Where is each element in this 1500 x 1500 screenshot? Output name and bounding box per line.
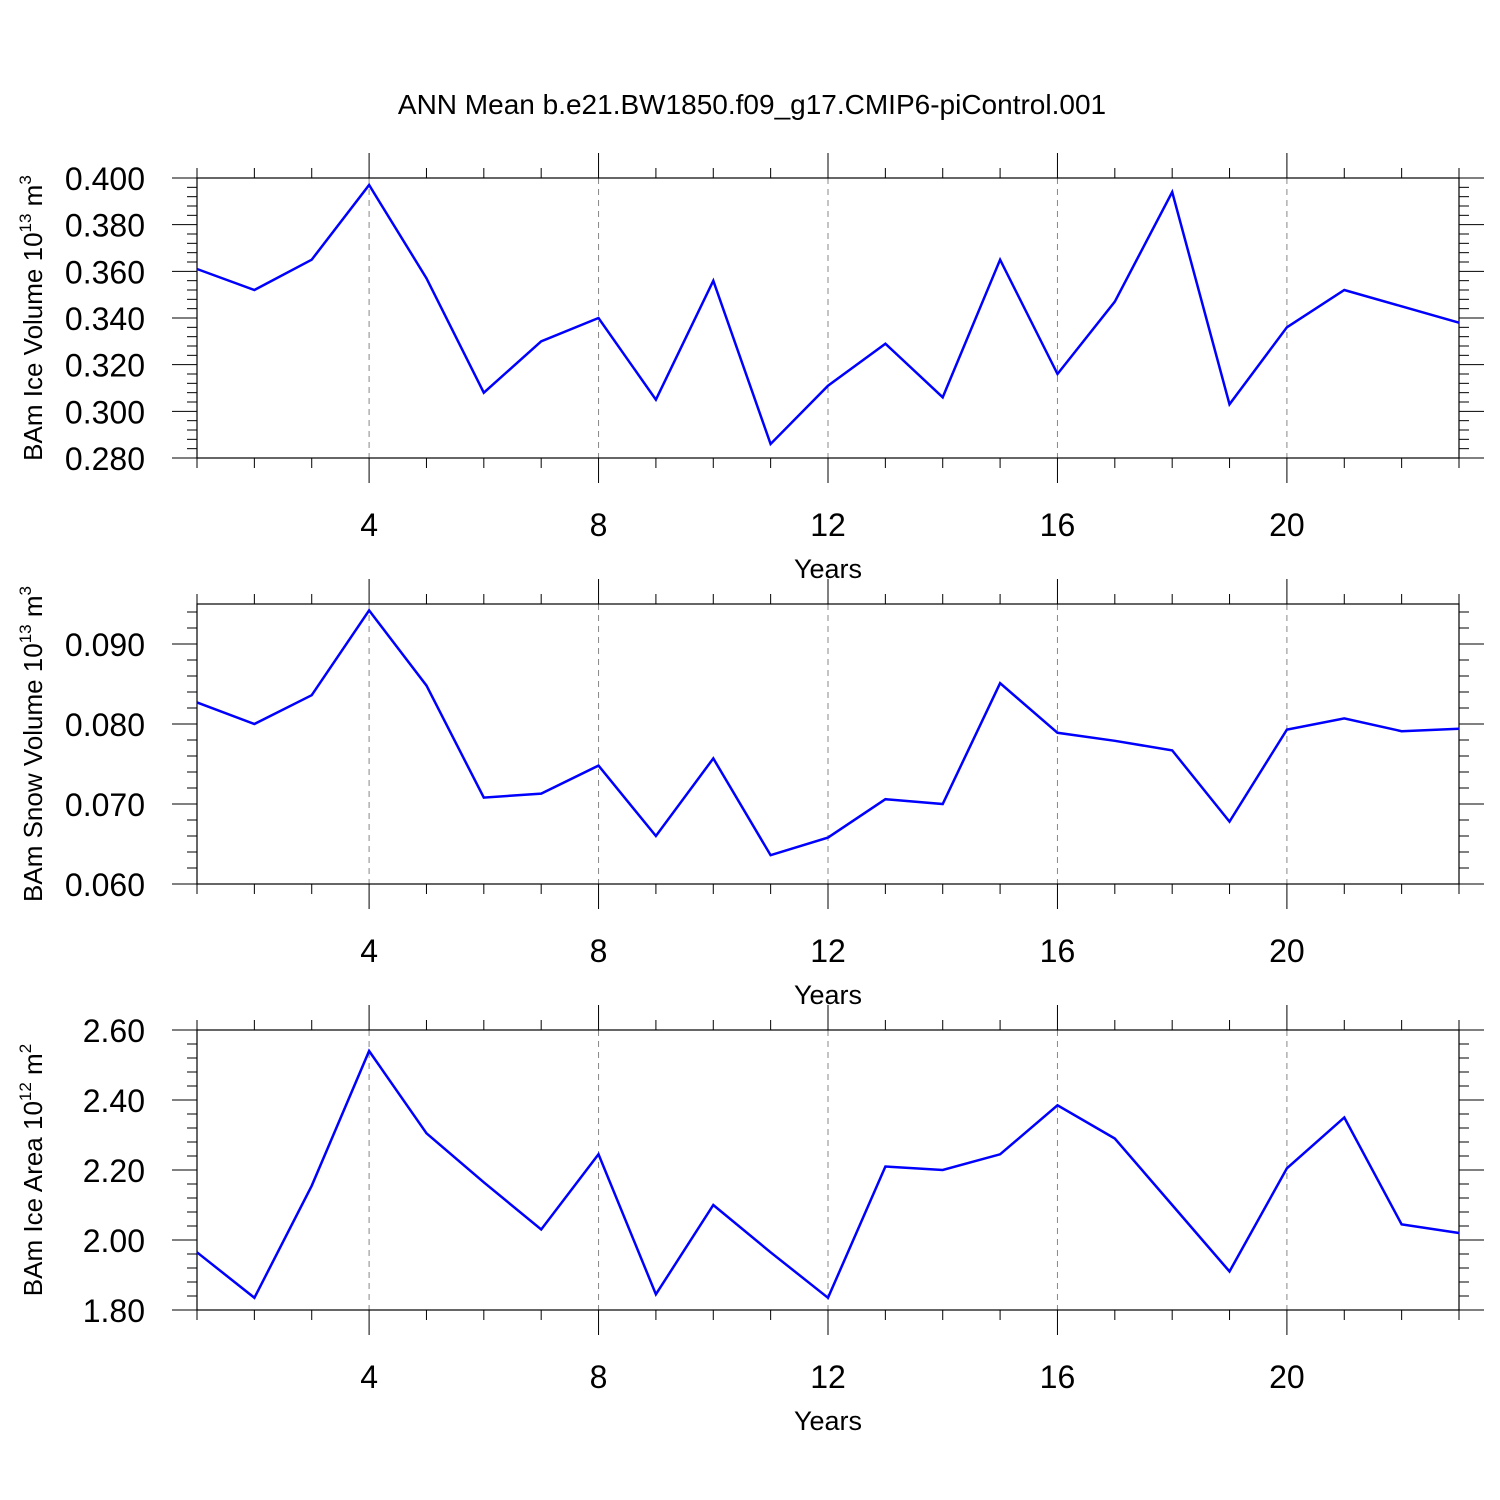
plot-frame bbox=[196, 177, 1460, 459]
y-axis-label-unit: m bbox=[18, 1053, 48, 1082]
y-tick-label: 0.360 bbox=[65, 254, 145, 290]
y-tick-label: 2.00 bbox=[83, 1223, 145, 1259]
y-axis-label-exponent: 12 bbox=[16, 1082, 35, 1101]
y-tick-label: 0.060 bbox=[65, 867, 145, 903]
series-line bbox=[196, 608, 1460, 857]
y-tick-label: 0.320 bbox=[65, 348, 145, 384]
plot-frame bbox=[196, 603, 1460, 885]
y-tick-label: 0.070 bbox=[65, 787, 145, 823]
y-tick-label: 0.340 bbox=[65, 301, 145, 337]
series-line bbox=[196, 1048, 1460, 1300]
y-axis-label: BAm Ice Area 1012 m2 bbox=[16, 1044, 48, 1296]
y-axis-label-text: BAm Ice Volume 10 bbox=[18, 232, 48, 460]
x-tick-label: 4 bbox=[360, 933, 378, 969]
y-axis-label-exponent: 13 bbox=[16, 214, 35, 233]
y-axis-label-text: BAm Ice Area 10 bbox=[18, 1101, 48, 1296]
x-tick-label: 8 bbox=[590, 1359, 608, 1395]
y-axis-label-unit: m bbox=[18, 595, 48, 624]
y-tick-label: 0.090 bbox=[65, 627, 145, 663]
x-tick-label: 8 bbox=[590, 933, 608, 969]
y-tick-label: 2.20 bbox=[83, 1153, 145, 1189]
y-axis-label-unit: m bbox=[18, 185, 48, 214]
x-tick-label: 16 bbox=[1040, 933, 1076, 969]
x-tick-label: 16 bbox=[1040, 507, 1076, 543]
x-tick-label: 16 bbox=[1040, 1359, 1076, 1395]
y-tick-label: 2.40 bbox=[83, 1083, 145, 1119]
figure-title: ANN Mean b.e21.BW1850.f09_g17.CMIP6-piCo… bbox=[398, 89, 1106, 120]
y-tick-label: 2.60 bbox=[83, 1013, 145, 1049]
x-tick-label: 8 bbox=[590, 507, 608, 543]
y-axis-label-exponent: 13 bbox=[16, 624, 35, 643]
y-axis-label-unit-exponent: 2 bbox=[16, 1044, 35, 1053]
y-axis-label-unit-exponent: 3 bbox=[16, 175, 35, 184]
x-axis-label: Years bbox=[794, 1406, 862, 1436]
x-tick-label: 4 bbox=[360, 507, 378, 543]
series-line bbox=[196, 182, 1460, 447]
y-tick-label: 0.400 bbox=[65, 161, 145, 197]
x-tick-label: 20 bbox=[1269, 933, 1305, 969]
x-tick-label: 12 bbox=[810, 507, 846, 543]
x-tick-label: 20 bbox=[1269, 507, 1305, 543]
y-axis-label: BAm Ice Volume 1013 m3 bbox=[16, 175, 48, 461]
y-axis-label-text: BAm Snow Volume 10 bbox=[18, 643, 48, 902]
y-tick-label: 1.80 bbox=[83, 1293, 145, 1329]
y-axis-label: BAm Snow Volume 1013 m3 bbox=[16, 586, 48, 902]
y-tick-label: 0.280 bbox=[65, 441, 145, 477]
x-tick-label: 12 bbox=[810, 1359, 846, 1395]
y-tick-label: 0.380 bbox=[65, 208, 145, 244]
panel-3: 1.80 2.00 2.20 2.40 2.60 4 8 12 16 20 Years BAm Ice… bbox=[16, 1005, 1484, 1436]
x-tick-label: 20 bbox=[1269, 1359, 1305, 1395]
y-axis-label-unit-exponent: 3 bbox=[16, 586, 35, 595]
x-tick-label: 12 bbox=[810, 933, 846, 969]
panel-1: 0.280 0.300 0.320 0.340 0.360 0.380 0.400 4 8 12 1… bbox=[16, 153, 1484, 584]
plot-frame bbox=[196, 1029, 1460, 1311]
x-tick-label: 4 bbox=[360, 1359, 378, 1395]
y-tick-label: 0.300 bbox=[65, 394, 145, 430]
y-tick-label: 0.080 bbox=[65, 707, 145, 743]
